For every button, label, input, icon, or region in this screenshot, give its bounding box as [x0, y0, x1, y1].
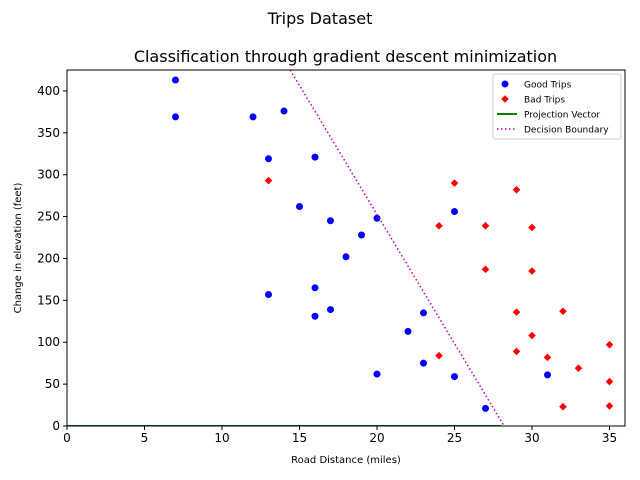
good-trips-point — [420, 359, 427, 367]
good-trips-point — [280, 107, 288, 115]
legend-frame — [492, 73, 622, 140]
good-trips-point — [420, 309, 427, 317]
y-tick-label: 100 — [37, 335, 60, 349]
y-tick-label: 50 — [45, 377, 60, 391]
x-tick-label: 30 — [524, 431, 539, 445]
bad-trips-point — [559, 402, 567, 411]
bad-trips-point — [605, 340, 614, 349]
x-axis-label: Road Distance (miles) — [291, 455, 401, 466]
good-trips-point — [404, 327, 412, 335]
bad-trips-point — [512, 347, 521, 356]
x-tick-label: 35 — [602, 431, 617, 445]
decision-boundary-legend-label: Decision Boundary — [524, 126, 609, 136]
y-tick-label: 350 — [37, 126, 60, 140]
good-trips-point — [451, 373, 458, 381]
x-tick-label: 0 — [63, 431, 71, 445]
good-trips-point — [342, 253, 350, 261]
bad-trips-point — [450, 179, 459, 187]
bad-trips-legend-label: Bad Trips — [524, 96, 565, 106]
good-trips-point — [311, 284, 319, 292]
good-trips-point — [327, 217, 334, 225]
good-trips-point — [249, 113, 257, 121]
good-trips-point — [265, 155, 272, 163]
y-tick-label: 300 — [37, 168, 60, 182]
good-trips-point — [451, 208, 458, 216]
bad-trips-point — [512, 185, 521, 194]
bad-trips-point — [435, 222, 443, 230]
good-trips-point — [327, 306, 334, 314]
good-trips-legend-label: Good Trips — [524, 81, 572, 91]
y-tick-label: 150 — [37, 293, 60, 307]
figure-suptitle: Trips Dataset — [267, 9, 373, 28]
bad-trips-point — [528, 267, 536, 275]
good-trips-point — [482, 404, 489, 412]
good-trips-point — [172, 76, 179, 84]
y-tick-label: 0 — [52, 419, 60, 433]
chart-title: Classification through gradient descent … — [134, 47, 557, 66]
bad-trips-point — [435, 351, 443, 360]
bad-trips-legend-handle — [501, 95, 509, 103]
x-tick-label: 5 — [141, 431, 149, 445]
bad-trips-point — [481, 265, 490, 274]
good-trips-point — [172, 113, 179, 121]
x-tick-label: 20 — [369, 431, 384, 445]
bad-trips-point — [605, 402, 614, 410]
axes-frame — [66, 69, 626, 427]
x-tick-label: 15 — [292, 431, 307, 445]
good-trips-point — [373, 214, 381, 222]
good-trips-point — [311, 153, 319, 161]
good-trips-point — [544, 371, 551, 379]
bad-trips-point — [605, 377, 614, 386]
good-trips-point — [358, 231, 365, 239]
y-tick-label: 200 — [37, 251, 60, 265]
bad-trips-point — [574, 364, 583, 373]
decision-boundary-line — [289, 70, 505, 426]
x-tick-label: 25 — [447, 431, 462, 445]
plot-marks — [67, 70, 614, 426]
projection-vector-legend-label: Projection Vector — [524, 111, 600, 121]
bad-trips-point — [481, 222, 490, 230]
x-tick-label: 10 — [214, 431, 229, 445]
bad-trips-point — [543, 353, 552, 362]
x-axis-ticks: 0 5 10 15 20 25 30 35 — [63, 426, 617, 445]
y-tick-label: 400 — [37, 84, 60, 98]
plot-area — [66, 69, 626, 427]
good-trips-legend-handle — [501, 80, 509, 88]
bad-trips-point — [512, 308, 521, 316]
legend: Good Trips Bad Trips Projection Vector Deci… — [492, 73, 622, 140]
bad-trips-point — [528, 223, 536, 232]
good-trips-point — [373, 370, 381, 378]
y-axis-ticks: 0 50 100 150 200 250 300 350 400 — [37, 84, 67, 433]
good-trips-point — [311, 312, 319, 320]
bad-trips-point — [559, 307, 567, 316]
good-trips-point — [296, 203, 303, 211]
bad-trips-point — [528, 331, 536, 340]
y-axis-label: Change in elevation (feet) — [13, 183, 24, 314]
good-trips-point — [265, 290, 272, 298]
bad-trips-point — [264, 176, 273, 185]
y-tick-label: 250 — [37, 210, 60, 224]
